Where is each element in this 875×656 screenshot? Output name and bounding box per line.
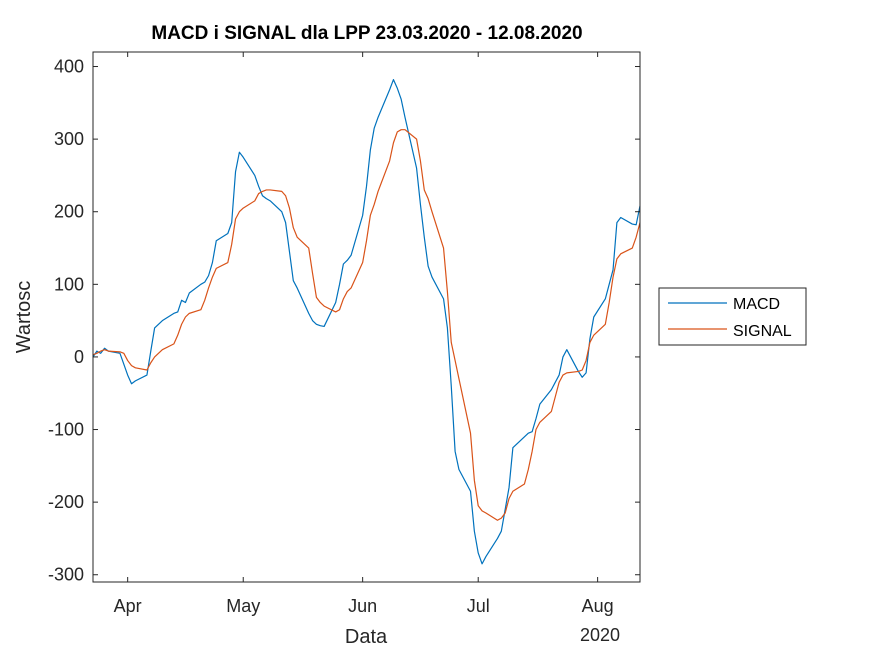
y-tick-label: -200 (48, 492, 84, 512)
x-axis-label: Data (345, 626, 388, 648)
series-line-signal (92, 129, 641, 521)
y-tick-label: 300 (54, 129, 84, 149)
chart-title: MACD i SIGNAL dla LPP 23.03.2020 - 12.08… (151, 23, 582, 44)
legend-box (658, 287, 807, 346)
plot-background (93, 52, 640, 582)
plot-area (93, 52, 640, 582)
y-tick-label: 100 (54, 274, 84, 294)
series-layer (92, 78, 641, 565)
x-tick-label: Jul (467, 596, 490, 616)
legend-label-signal: SIGNAL (733, 323, 792, 340)
y-tick-label: 200 (54, 202, 84, 222)
x-axis: Apr May Jun Jul Aug (114, 52, 614, 616)
x-tick-label: Aug (582, 596, 614, 616)
y-axis: -300 -200 -100 0 100 200 300 400 (48, 57, 640, 585)
x-axis-year-label: 2020 (580, 625, 620, 645)
y-tick-label: 0 (74, 347, 84, 367)
x-tick-label: Apr (114, 596, 142, 616)
x-tick-label: May (226, 596, 260, 616)
x-tick-label: Jun (348, 596, 377, 616)
y-tick-label: 400 (54, 57, 84, 77)
legend: MACD SIGNAL (658, 287, 807, 346)
plot-frame (92, 51, 641, 583)
series-line-macd (92, 78, 641, 565)
y-axis-label: Wartosc (13, 281, 35, 354)
legend-label-macd: MACD (733, 296, 780, 313)
y-tick-label: -100 (48, 420, 84, 440)
y-tick-label: -300 (48, 565, 84, 585)
